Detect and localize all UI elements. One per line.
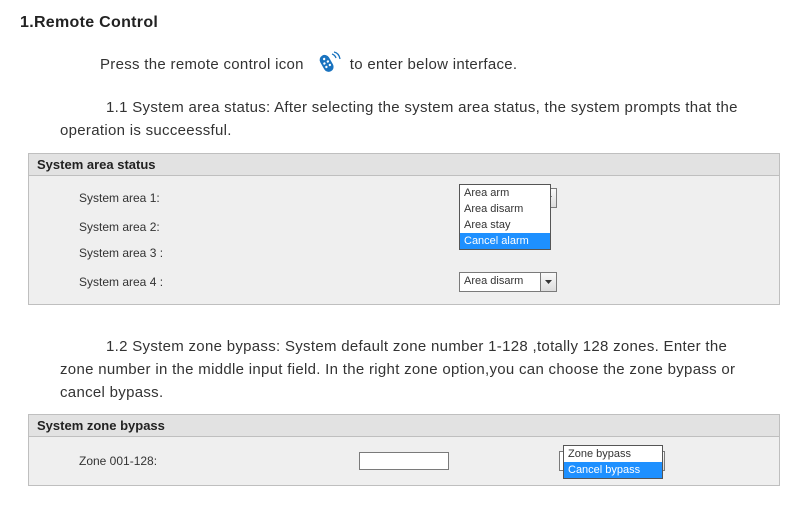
- select-value: Area disarm: [460, 273, 540, 291]
- remote-control-icon: [312, 50, 342, 78]
- area-label: System area 1:: [29, 191, 459, 205]
- panel-title: System zone bypass: [29, 415, 779, 437]
- area-row: System area 1:Area disarm: [29, 182, 779, 214]
- chevron-down-icon[interactable]: [540, 273, 556, 291]
- dropdown-option[interactable]: Area arm: [460, 185, 550, 201]
- zone-label: Zone 001-128:: [29, 454, 359, 468]
- area-label: System area 3 :: [29, 246, 459, 260]
- dropdown-option[interactable]: Zone bypass: [564, 446, 662, 462]
- area-label: System area 4 :: [29, 275, 459, 289]
- select-area-4[interactable]: Area disarm: [459, 272, 557, 292]
- dropdown-option[interactable]: Area disarm: [460, 201, 550, 217]
- area-label: System area 2:: [29, 220, 459, 234]
- intro-line: Press the remote control icon to enter b…: [100, 50, 788, 78]
- intro-text-before: Press the remote control icon: [100, 56, 304, 73]
- area-row: System area 3 :: [29, 240, 779, 266]
- area-row: System area 2:: [29, 214, 779, 240]
- dropdown-list[interactable]: Area armArea disarmArea stayCancel alarm: [459, 184, 551, 250]
- area-row: System area 4 :Area disarm: [29, 266, 779, 298]
- section-1-text: 1.1 System area status: After selecting …: [60, 96, 748, 143]
- dropdown-option[interactable]: Cancel alarm: [460, 233, 550, 249]
- zone-number-input[interactable]: [359, 452, 449, 470]
- dropdown-option[interactable]: Area stay: [460, 217, 550, 233]
- dropdown-option[interactable]: Cancel bypass: [564, 462, 662, 478]
- page-heading: 1.Remote Control: [20, 14, 788, 32]
- dropdown-list[interactable]: Zone bypassCancel bypass: [563, 445, 663, 479]
- system-area-status-panel: System area status System area 1:Area di…: [28, 153, 780, 305]
- system-zone-bypass-panel: System zone bypass Zone 001-128: Zone by…: [28, 414, 780, 486]
- intro-text-after: to enter below interface.: [350, 56, 518, 73]
- zone-row: Zone 001-128: Zone bypass: [29, 443, 779, 479]
- panel-title: System area status: [29, 154, 779, 176]
- section-2-text: 1.2 System zone bypass: System default z…: [60, 335, 748, 405]
